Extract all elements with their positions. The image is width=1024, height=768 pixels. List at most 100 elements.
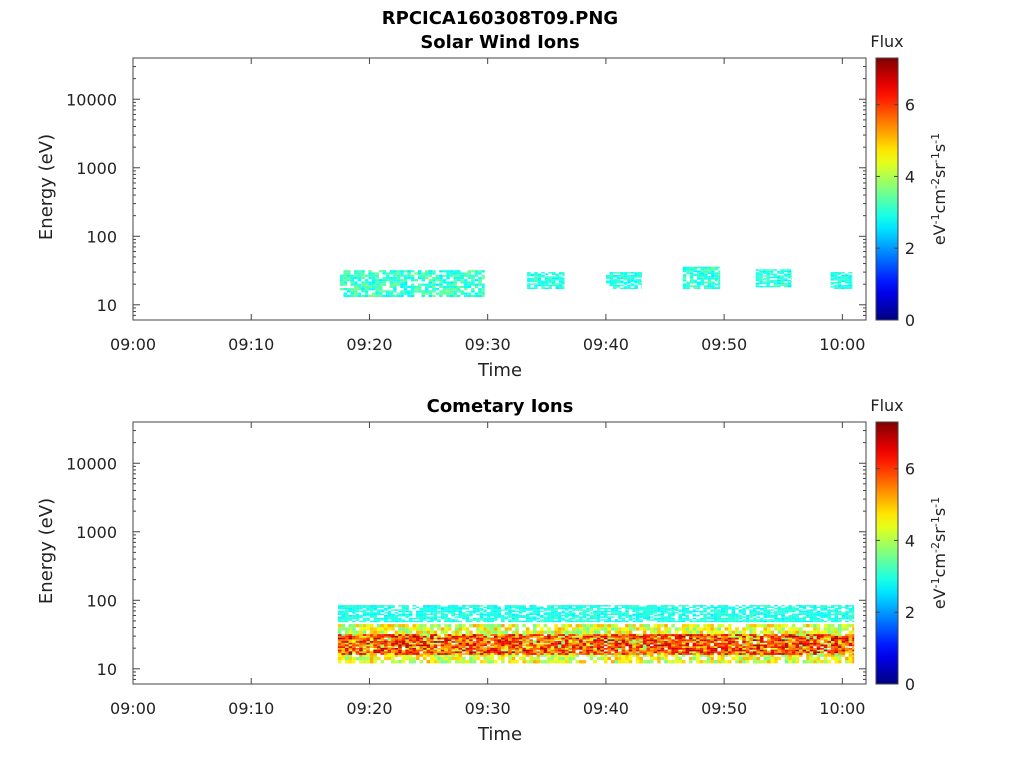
heatmap-cell [763, 634, 768, 636]
heatmap-cell [547, 641, 551, 643]
heatmap-cell [410, 276, 415, 280]
heatmap-cell [440, 637, 445, 640]
heatmap-cell [408, 635, 413, 638]
heatmap-cell [341, 612, 346, 614]
heatmap-cell [469, 653, 473, 657]
heatmap-cell [458, 646, 463, 648]
heatmap-cell [707, 268, 712, 271]
heatmap-cell [481, 283, 485, 286]
heatmap-cell [410, 285, 415, 289]
heatmap-cell [534, 279, 538, 281]
heatmap-cell [759, 612, 764, 614]
heatmap-cell [848, 272, 852, 274]
heatmap-cell [582, 649, 587, 652]
heatmap-cell [401, 612, 406, 614]
heatmap-cell [731, 609, 736, 611]
heatmap-cell [555, 279, 560, 281]
heatmap-cell [664, 624, 668, 628]
heatmap-cell [447, 644, 452, 647]
heatmap-cell [646, 660, 651, 664]
heatmap-cell [848, 281, 852, 284]
heatmap-cell [376, 605, 381, 607]
heatmap-cell [596, 616, 601, 618]
heatmap-cell [664, 644, 668, 647]
heatmap-cell [540, 607, 544, 610]
heatmap-cell [755, 278, 760, 280]
heatmap-cell [352, 633, 356, 638]
heatmap-cell [756, 646, 760, 648]
heatmap-cell [504, 612, 509, 614]
heatmap-cell [634, 280, 638, 282]
heatmap-cell [405, 610, 409, 613]
heatmap-cell [348, 606, 353, 608]
heatmap-cell [479, 619, 484, 621]
heatmap-cell [352, 650, 356, 654]
heatmap-cell [710, 613, 714, 616]
heatmap-cell [442, 281, 447, 284]
heatmap-cell [646, 617, 651, 620]
heatmap-cell [613, 276, 617, 278]
heatmap-cell [827, 617, 831, 620]
heatmap-cell [483, 653, 487, 657]
heatmap-cell [582, 642, 587, 645]
heatmap-cell [530, 274, 535, 277]
heatmap-cell [738, 647, 743, 650]
heatmap-cell [430, 660, 434, 664]
heatmap-cell [465, 635, 470, 638]
heatmap-cell [343, 279, 347, 282]
heatmap-cell [341, 619, 346, 621]
heatmap-cell [603, 612, 608, 614]
heatmap-cell [341, 650, 346, 654]
heatmap-cell [557, 605, 562, 607]
heatmap-cell [359, 616, 363, 618]
heatmap-cell [533, 627, 537, 631]
heatmap-cell [841, 286, 845, 288]
heatmap-cell [711, 268, 715, 271]
heatmap-cell [774, 615, 778, 617]
heatmap-cell [547, 605, 551, 607]
heatmap-cell [398, 642, 402, 645]
heatmap-cell [501, 653, 505, 655]
heatmap-cell [838, 660, 842, 664]
heatmap-cell [844, 276, 849, 278]
heatmap-cell [393, 285, 397, 289]
heatmap-cell [508, 634, 512, 636]
heatmap-cell [699, 653, 704, 655]
heatmap-cell [376, 609, 381, 611]
heatmap-cell [759, 617, 764, 620]
heatmap-cell [444, 615, 448, 617]
heatmap-cell [541, 287, 545, 290]
heatmap-cell [813, 627, 817, 631]
heatmap-cell [703, 627, 707, 631]
heatmap-cell [451, 635, 455, 638]
heatmap-cell [394, 617, 399, 620]
heatmap-cell [731, 649, 736, 652]
heatmap-cell [642, 643, 647, 647]
heatmap-cell [660, 642, 665, 645]
heatmap-cell [816, 619, 821, 621]
heatmap-cell [378, 281, 383, 284]
heatmap-cell [373, 660, 377, 664]
heatmap-cell [605, 281, 610, 284]
heatmap-cell [762, 270, 767, 273]
heatmap-cell [479, 615, 484, 617]
heatmap-cell [339, 283, 344, 286]
heatmap-cell [611, 627, 615, 631]
heatmap-cell [816, 610, 821, 613]
heatmap-cell [777, 606, 782, 608]
heatmap-cell [664, 630, 668, 634]
heatmap-cell [373, 630, 377, 634]
heatmap-cell [634, 276, 638, 278]
heatmap-cell [759, 285, 763, 288]
heatmap-cell [759, 278, 763, 280]
heatmap-cell [767, 613, 771, 616]
heatmap-cell [486, 649, 491, 652]
heatmap-cell [600, 612, 604, 614]
heatmap-cell [540, 644, 544, 647]
heatmap-cell [628, 627, 633, 631]
heatmap-cell [660, 630, 665, 634]
heatmap-cell [543, 635, 548, 638]
heatmap-cell [635, 649, 640, 652]
heatmap-cell [525, 644, 530, 647]
heatmap-cell [479, 637, 484, 640]
